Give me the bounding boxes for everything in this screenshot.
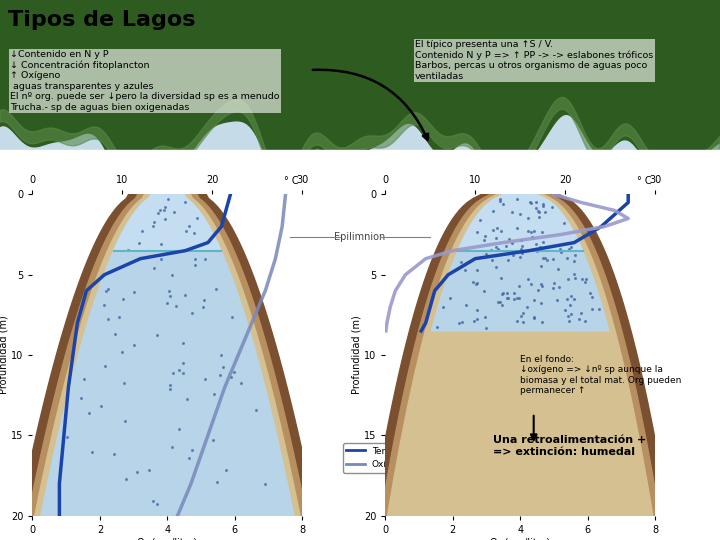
Polygon shape xyxy=(372,194,669,516)
Y-axis label: Profundidad (m): Profundidad (m) xyxy=(0,316,8,394)
Polygon shape xyxy=(431,194,609,331)
Text: El típico presenta una ↑S / V.
Contenido N y P => ↑ PP -> -> eslabones tróficos
: El típico presenta una ↑S / V. Contenido… xyxy=(415,40,653,81)
Legend: Temperatura, Oxígeno: Temperatura, Oxígeno xyxy=(343,443,433,472)
X-axis label: O₂ (mg/litro): O₂ (mg/litro) xyxy=(138,537,197,540)
Polygon shape xyxy=(381,194,660,516)
Polygon shape xyxy=(114,194,221,251)
Text: ° C: ° C xyxy=(284,177,299,186)
Y-axis label: Profundidad (m): Profundidad (m) xyxy=(351,316,361,394)
Text: Epilimnion: Epilimnion xyxy=(334,232,386,242)
Text: En el fondo:
↓oxígeno => ↓nº sp aunque la
biomasa y el total mat. Org pueden
per: En el fondo: ↓oxígeno => ↓nº sp aunque l… xyxy=(521,355,682,395)
Text: Una retroalimentación +
=> extinción: humedal: Una retroalimentación + => extinción: hu… xyxy=(493,435,647,457)
X-axis label: O₂ (mg/litro): O₂ (mg/litro) xyxy=(490,537,550,540)
Polygon shape xyxy=(458,194,582,251)
Text: ° C: ° C xyxy=(637,177,652,186)
Polygon shape xyxy=(35,194,300,516)
Text: Tipos de Lagos: Tipos de Lagos xyxy=(8,10,196,30)
Text: ↓Contenido en N y P
↓ Concentración fitoplancton
↑ Oxígeno
 aguas transparentes : ↓Contenido en N y P ↓ Concentración fito… xyxy=(10,50,279,112)
Polygon shape xyxy=(28,194,307,516)
Polygon shape xyxy=(41,194,294,516)
Polygon shape xyxy=(387,194,653,516)
Polygon shape xyxy=(19,194,316,516)
